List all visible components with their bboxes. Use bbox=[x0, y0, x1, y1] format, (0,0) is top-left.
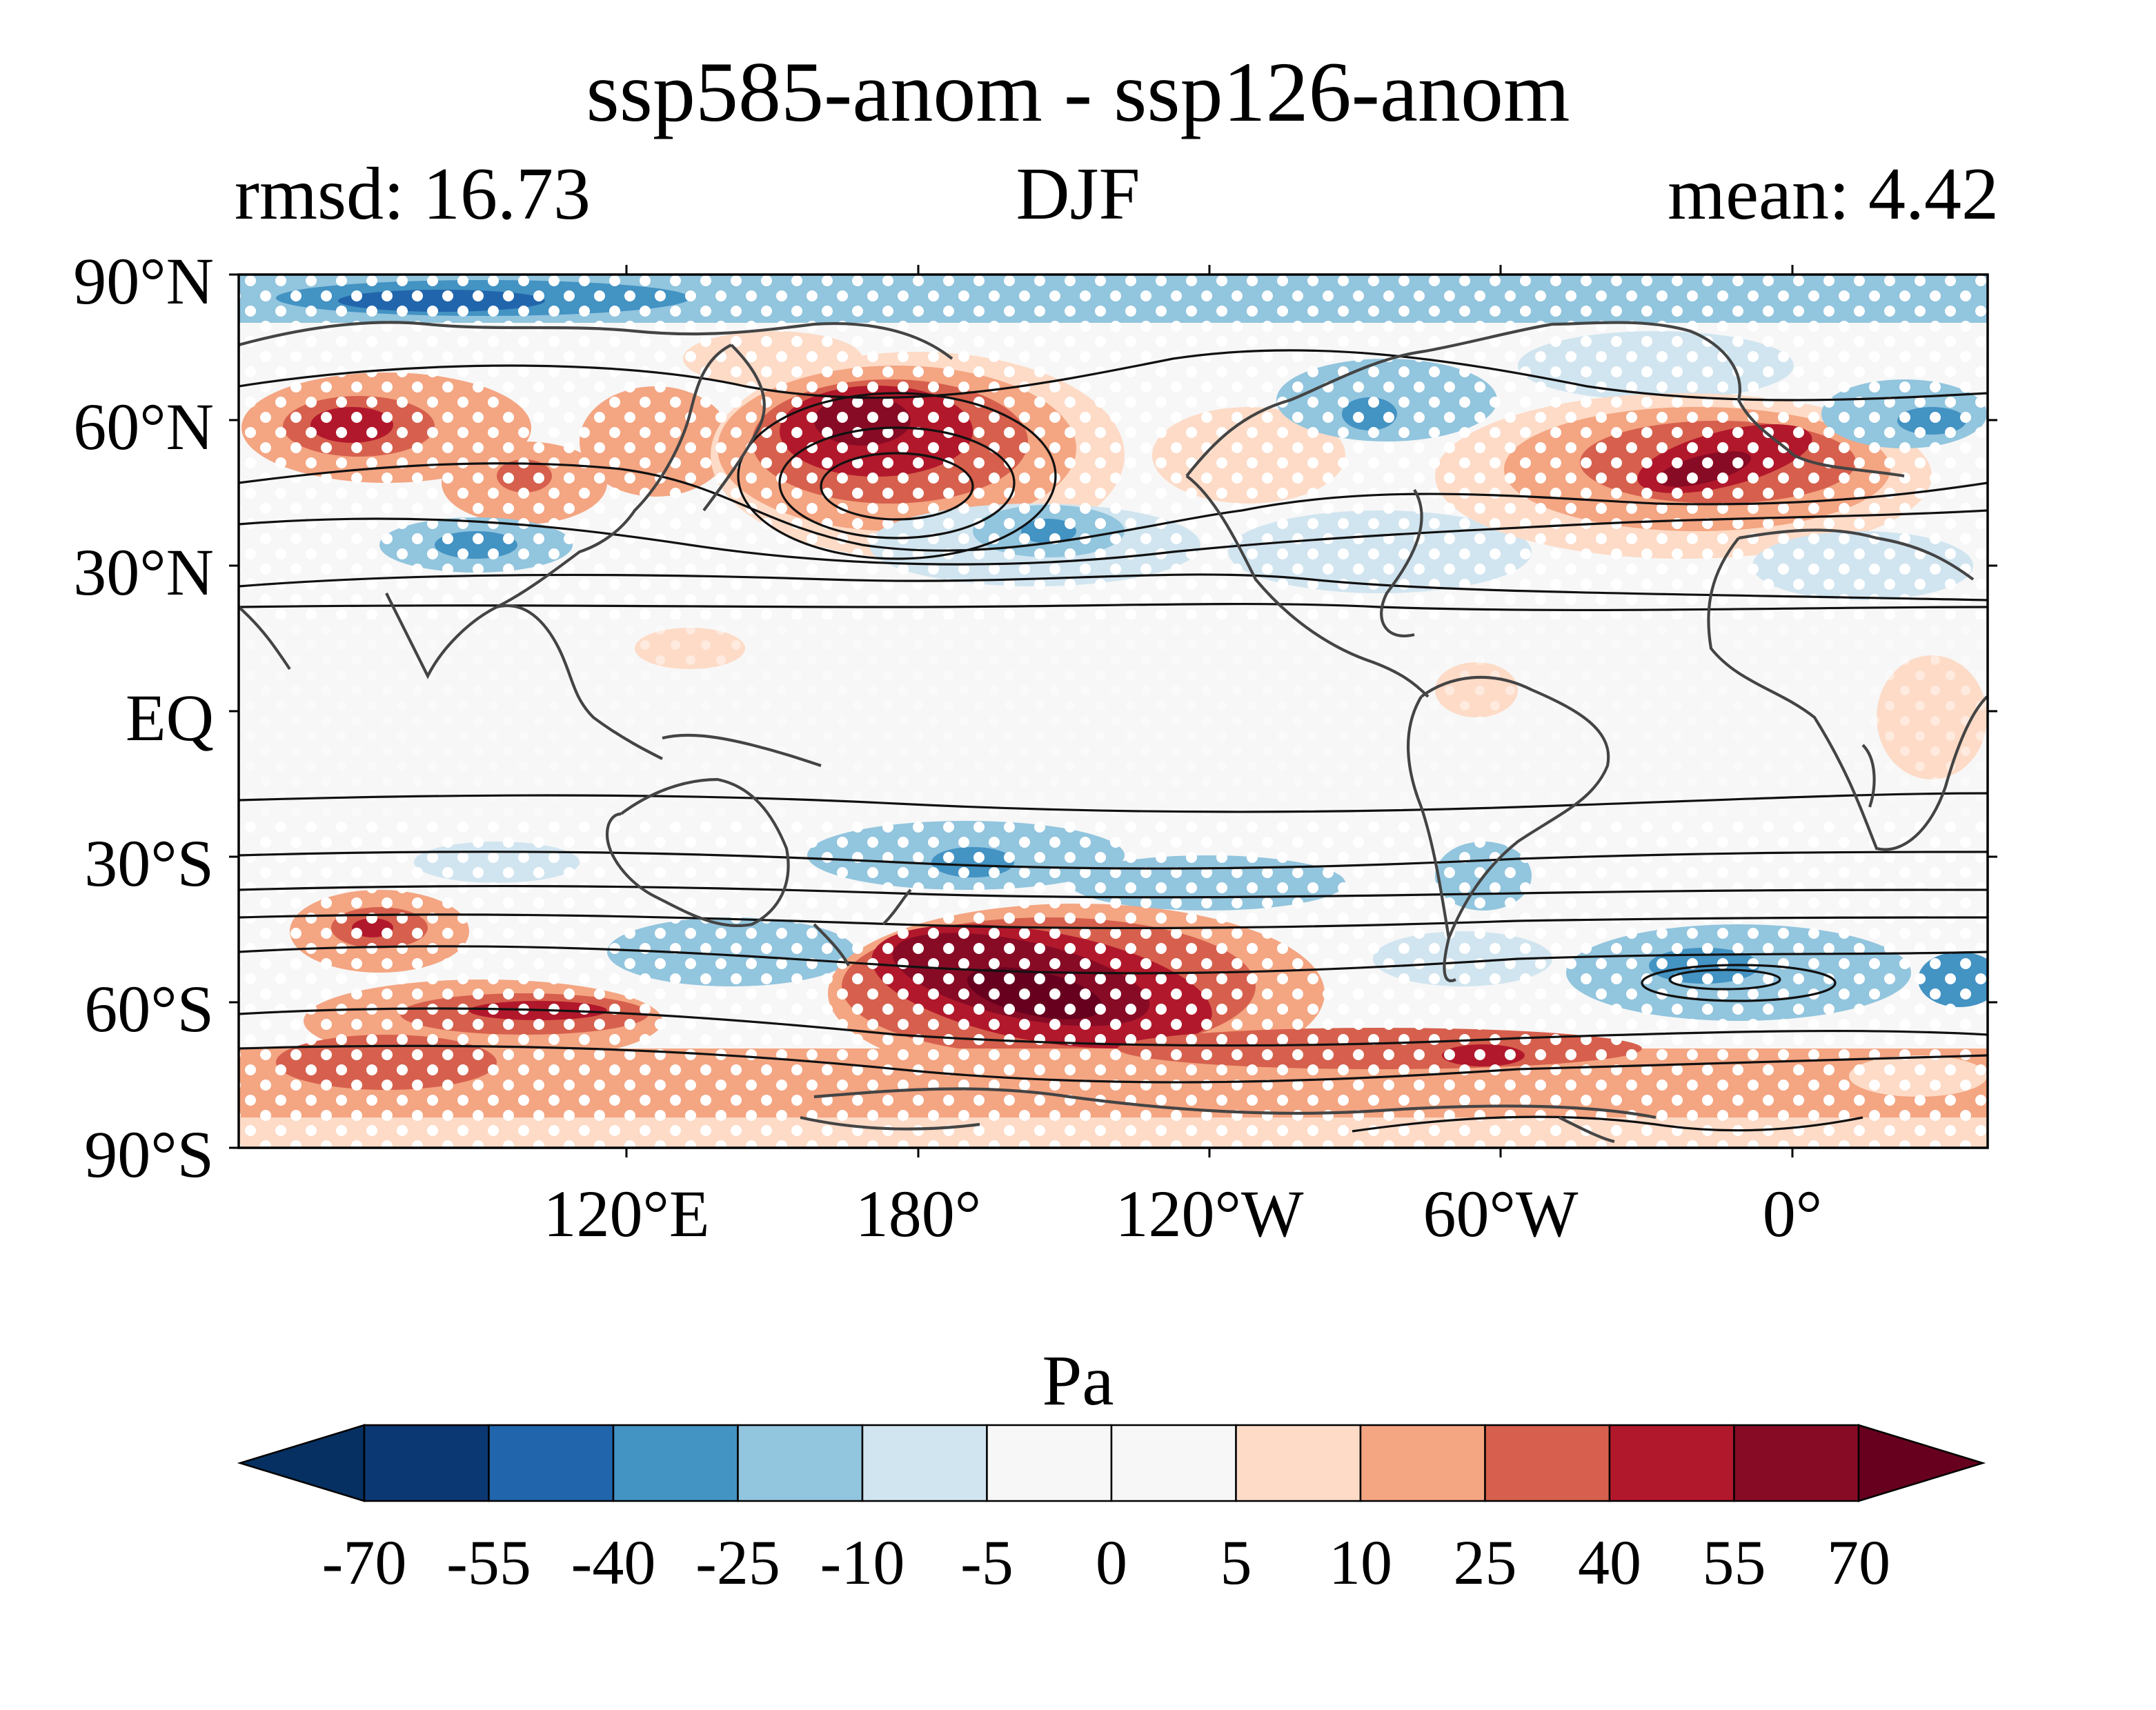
colorbar-unit-label: Pa bbox=[1042, 1341, 1114, 1420]
colorbar-tick-label: 40 bbox=[1578, 1527, 1641, 1598]
colorbar-tick-label: -55 bbox=[446, 1527, 531, 1598]
axis-ticks bbox=[229, 265, 1997, 1157]
colorbar-bin bbox=[1359, 1424, 1486, 1502]
lon-label-180: 180° bbox=[855, 1177, 982, 1251]
lat-label-60n: 60°N bbox=[73, 390, 214, 464]
colorbar-bin bbox=[363, 1424, 490, 1502]
colorbar-tick-label: 25 bbox=[1453, 1527, 1517, 1598]
colorbar-tick-label: 10 bbox=[1329, 1527, 1392, 1598]
lat-label-eq: EQ bbox=[126, 681, 214, 755]
season-label: DJF bbox=[1016, 153, 1140, 235]
lat-label-30s: 30°S bbox=[84, 826, 214, 900]
colorbar-bin bbox=[1235, 1424, 1362, 1502]
colorbar-bin bbox=[1484, 1424, 1611, 1502]
colorbar-tick-label: -40 bbox=[571, 1527, 656, 1598]
colorbar-bin bbox=[488, 1424, 615, 1502]
colorbar-tick-label: 70 bbox=[1827, 1527, 1890, 1598]
colorbar-tick-label: 0 bbox=[1096, 1527, 1127, 1598]
colorbar-bin bbox=[986, 1424, 1113, 1502]
contour-lines bbox=[239, 349, 1988, 1133]
colorbar-bin bbox=[1110, 1424, 1237, 1502]
colorbar-bin bbox=[1608, 1424, 1735, 1502]
colorbar-tick-label: -70 bbox=[322, 1527, 407, 1598]
colorbar-tick-label: -10 bbox=[820, 1527, 905, 1598]
lon-label-60w: 60°W bbox=[1423, 1177, 1579, 1251]
colorbar-bin bbox=[737, 1424, 864, 1502]
colorbar-tick-label: -25 bbox=[695, 1527, 780, 1598]
colorbar-extend-low bbox=[237, 1424, 366, 1502]
lon-label-0: 0° bbox=[1762, 1177, 1823, 1251]
lon-label-120w: 120°W bbox=[1115, 1177, 1304, 1251]
lon-label-120e: 120°E bbox=[543, 1177, 710, 1251]
colorbar-tick-label: -5 bbox=[960, 1527, 1013, 1598]
lat-label-90n: 90°N bbox=[73, 244, 214, 318]
lat-label-30n: 30°N bbox=[73, 535, 214, 609]
lat-label-90s: 90°S bbox=[84, 1117, 214, 1191]
lat-label-60s: 60°S bbox=[84, 972, 214, 1046]
colorbar-extend-high bbox=[1857, 1424, 1986, 1502]
mean-label: mean: 4.42 bbox=[1668, 153, 1999, 235]
map-title: ssp585-anom - ssp126-anom bbox=[586, 45, 1570, 139]
significance-stippling bbox=[239, 275, 1988, 1148]
colorbar-bin bbox=[861, 1424, 988, 1502]
rmsd-label: rmsd: 16.73 bbox=[235, 153, 591, 235]
colorbar-tick-label: 5 bbox=[1220, 1527, 1252, 1598]
colorbar-bin bbox=[612, 1424, 739, 1502]
colorbar-bin bbox=[1733, 1424, 1860, 1502]
colorbar bbox=[237, 1424, 1986, 1502]
coastlines bbox=[239, 321, 1988, 1144]
colorbar-tick-label: 55 bbox=[1702, 1527, 1766, 1598]
